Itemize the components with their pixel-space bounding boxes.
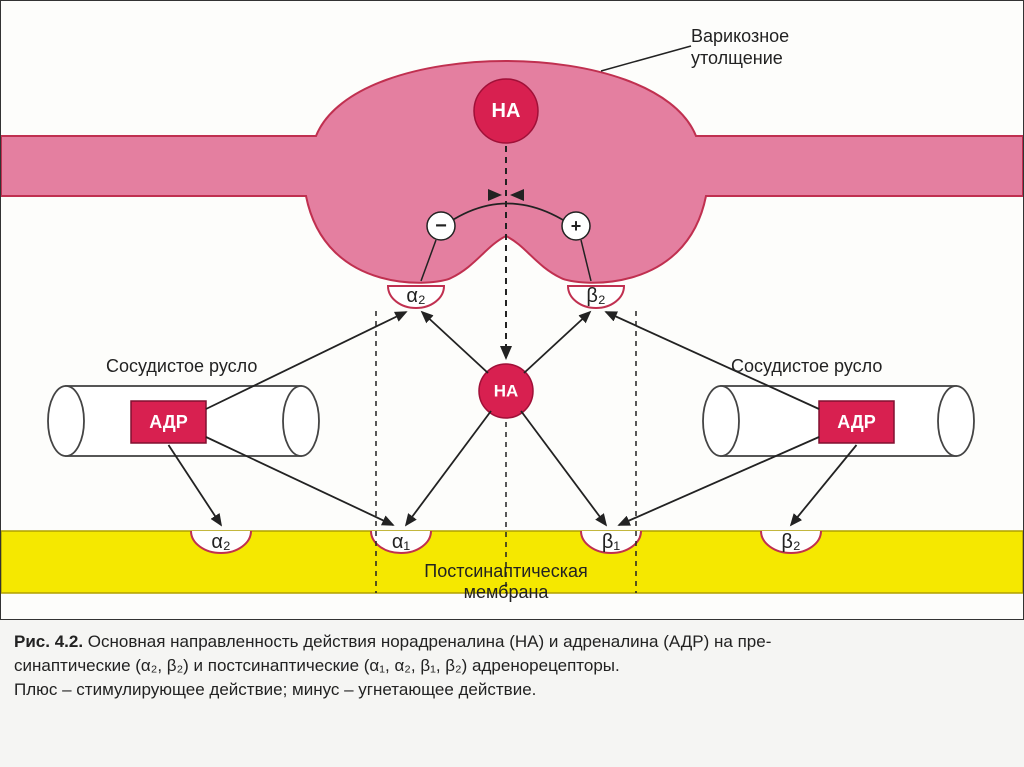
adrR-to-post-beta2 bbox=[791, 445, 857, 525]
varicose-label: Варикозноеутолщение bbox=[691, 26, 789, 69]
vessel-right-label: Сосудистое русло bbox=[731, 356, 882, 377]
caption-line1: Основная направленность действия норадре… bbox=[88, 632, 772, 651]
svg-text:β₁: β₁ bbox=[602, 531, 621, 553]
postsynaptic-label: Постсинаптическая мембрана bbox=[416, 561, 596, 603]
na-to-pre-beta2 bbox=[524, 312, 590, 373]
diagram-container: НА − + α₂ β₂ АДР АДР НА α₂ α₁ β₁ β₂ Варикозноеутолщ… bbox=[0, 0, 1024, 620]
na-to-post-beta1 bbox=[521, 411, 606, 525]
vessel-left-cap-l bbox=[48, 386, 84, 456]
adrL-to-post-alpha2 bbox=[169, 445, 222, 525]
caption-legend: Плюс – стимулирующее действие; минус – у… bbox=[14, 680, 536, 699]
svg-text:α₁: α₁ bbox=[392, 531, 411, 553]
varicose-callout-line bbox=[601, 46, 691, 71]
svg-text:−: − bbox=[435, 215, 447, 237]
figure-number: Рис. 4.2. bbox=[14, 632, 83, 651]
svg-text:+: + bbox=[571, 216, 582, 236]
caption-line2: синаптические (α₂, β₂) и постсинаптическ… bbox=[14, 656, 620, 675]
vessel-left-cap-r bbox=[283, 386, 319, 456]
svg-text:β₂: β₂ bbox=[586, 285, 605, 307]
vessel-right-cap-r bbox=[938, 386, 974, 456]
svg-text:АДР: АДР bbox=[149, 412, 188, 432]
svg-text:α₂: α₂ bbox=[406, 285, 425, 307]
svg-text:АДР: АДР bbox=[837, 412, 876, 432]
svg-text:НА: НА bbox=[494, 382, 519, 401]
vessel-right-cap-l bbox=[703, 386, 739, 456]
vessel-left-label: Сосудистое русло bbox=[106, 356, 257, 377]
svg-text:НА: НА bbox=[492, 100, 521, 122]
svg-text:α₂: α₂ bbox=[211, 531, 230, 553]
na-to-post-alpha1 bbox=[406, 411, 491, 525]
figure-caption: Рис. 4.2. Основная направленность действ… bbox=[0, 620, 1024, 711]
diagram-svg: НА − + α₂ β₂ АДР АДР НА α₂ α₁ β₁ β₂ bbox=[1, 1, 1023, 619]
na-to-pre-alpha2 bbox=[422, 312, 488, 373]
svg-text:β₂: β₂ bbox=[781, 531, 800, 553]
